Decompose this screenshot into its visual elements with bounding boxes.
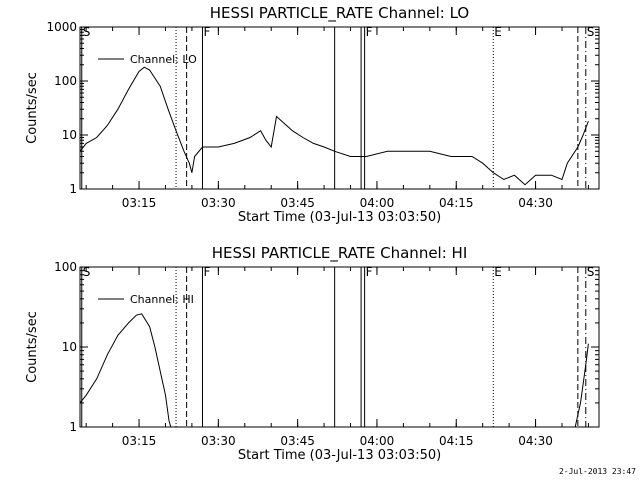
panel-2-legend-label: Channel: HI: [130, 293, 194, 306]
panel-2-xaxis-label: Start Time (03-Jul-13 03:03:50): [238, 448, 441, 463]
panel-1-xtick-label: 03:45: [280, 196, 315, 210]
panel-2-event-label: F: [203, 265, 210, 279]
panel-1-xtick-label: 03:15: [122, 196, 157, 210]
panel-1-event-label: E: [494, 25, 502, 39]
panel-2-ytick-label: 100: [54, 260, 77, 274]
panel-2-series-line-1: [79, 313, 172, 428]
panel-2-xtick-label: 03:45: [280, 434, 315, 448]
panel-1-ytick-label: 100: [54, 74, 77, 88]
panel-2-xtick-label: 04:15: [439, 434, 474, 448]
panel-1-plot-frame: [79, 26, 600, 190]
panel-1-ytick-label: 10: [62, 128, 77, 142]
panel-1-xtick-label: 04:30: [518, 196, 553, 210]
panel-2-xtick-label: 03:30: [201, 434, 236, 448]
panel-1-xtick-label: 04:00: [360, 196, 395, 210]
panel-2-yaxis-label: Counts/sec: [25, 311, 40, 383]
panel-2-title: HESSI PARTICLE_RATE Channel: HI: [212, 244, 468, 263]
panel-2-ytick-label: 10: [62, 340, 77, 354]
panel-2-event-label: S: [587, 265, 595, 279]
panel-1-title: HESSI PARTICLE_RATE Channel: LO: [210, 4, 469, 23]
panel-2-xtick-label: 04:00: [360, 434, 395, 448]
panel-1-ytick-label: 1000: [46, 20, 77, 34]
panel-1-event-label: F: [203, 25, 210, 39]
panel-1-series-line-1: [79, 66, 589, 186]
panel-1-event-label: S: [587, 25, 595, 39]
panel-2-ytick-label: 1: [69, 420, 77, 434]
panel-1-yaxis-label: Counts/sec: [25, 72, 40, 144]
panel-1-xaxis-label: Start Time (03-Jul-13 03:03:50): [238, 210, 441, 225]
panel-1-event-label: S: [83, 25, 91, 39]
panel-2-event-label: S: [83, 265, 91, 279]
panel-2-event-label: F: [366, 265, 373, 279]
panel-2-event-label: E: [494, 265, 502, 279]
panel-2-xtick-label: 03:15: [122, 434, 157, 448]
panel-1-ytick-label: 1: [69, 182, 77, 196]
panel-2-series-line-2: [574, 343, 589, 428]
panel-2-xtick-label: 04:30: [518, 434, 553, 448]
plot-timestamp: 2-Jul-2013 23:47: [558, 467, 636, 476]
panel-1-xtick-label: 04:15: [439, 196, 474, 210]
panel-1-xtick-label: 03:30: [201, 196, 236, 210]
panel-1-event-label: F: [366, 25, 373, 39]
panel-1-legend-label: Channel: LO: [130, 53, 197, 66]
panel-2-plot-frame: [79, 266, 600, 428]
